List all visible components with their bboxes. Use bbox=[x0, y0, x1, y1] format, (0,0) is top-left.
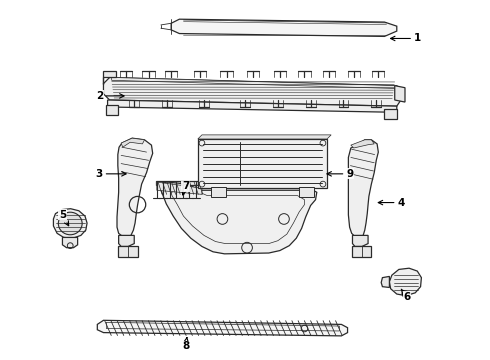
Polygon shape bbox=[171, 19, 397, 36]
Polygon shape bbox=[112, 77, 397, 89]
Polygon shape bbox=[53, 209, 87, 238]
Text: 9: 9 bbox=[327, 169, 353, 179]
Bar bbox=[385, 109, 397, 119]
Text: 3: 3 bbox=[96, 169, 126, 179]
Text: 4: 4 bbox=[378, 198, 405, 208]
Polygon shape bbox=[352, 235, 368, 247]
Polygon shape bbox=[103, 77, 401, 106]
Text: 5: 5 bbox=[59, 210, 69, 226]
Polygon shape bbox=[155, 181, 198, 185]
Polygon shape bbox=[381, 276, 390, 288]
Polygon shape bbox=[121, 138, 145, 147]
Polygon shape bbox=[198, 139, 327, 188]
Polygon shape bbox=[117, 138, 153, 238]
Polygon shape bbox=[390, 268, 421, 296]
Polygon shape bbox=[395, 86, 405, 102]
Bar bbox=[352, 247, 371, 257]
Text: 7: 7 bbox=[182, 181, 189, 195]
Polygon shape bbox=[198, 135, 331, 139]
Text: 2: 2 bbox=[96, 91, 124, 101]
Bar bbox=[105, 105, 118, 115]
Text: 6: 6 bbox=[401, 289, 411, 302]
Polygon shape bbox=[159, 182, 317, 254]
Ellipse shape bbox=[58, 212, 82, 235]
Polygon shape bbox=[157, 182, 202, 194]
Bar bbox=[211, 188, 226, 197]
Bar bbox=[118, 247, 138, 257]
Polygon shape bbox=[119, 235, 134, 247]
Bar bbox=[299, 188, 314, 197]
Text: 8: 8 bbox=[182, 338, 189, 351]
Polygon shape bbox=[98, 320, 347, 336]
Polygon shape bbox=[103, 71, 116, 84]
Polygon shape bbox=[348, 140, 378, 238]
Polygon shape bbox=[351, 140, 374, 148]
Polygon shape bbox=[62, 238, 77, 248]
Polygon shape bbox=[108, 100, 397, 112]
Text: 1: 1 bbox=[391, 33, 421, 44]
